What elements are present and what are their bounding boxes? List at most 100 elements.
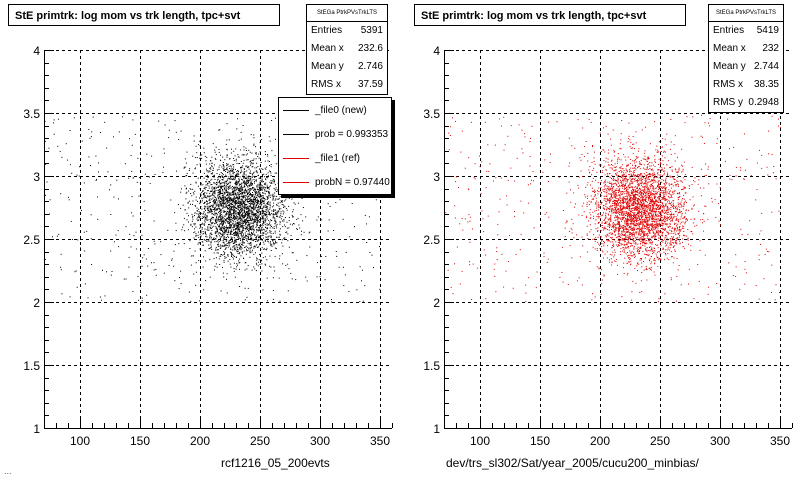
data-point	[316, 276, 318, 278]
data-point	[278, 277, 280, 279]
data-point	[68, 199, 70, 201]
data-point	[649, 238, 651, 240]
data-point	[233, 214, 234, 216]
data-point	[256, 162, 258, 164]
data-point	[654, 218, 656, 220]
data-point	[733, 146, 735, 148]
data-point	[595, 203, 597, 205]
data-point	[655, 223, 657, 225]
data-point	[662, 146, 663, 148]
data-point	[53, 119, 55, 121]
data-point	[232, 198, 234, 200]
data-point	[219, 191, 221, 192]
data-point	[249, 228, 251, 230]
data-point	[95, 155, 97, 157]
data-point	[266, 203, 268, 205]
data-point	[245, 183, 247, 185]
data-point	[613, 211, 615, 213]
data-point	[259, 211, 261, 213]
data-point	[201, 157, 203, 159]
data-point	[194, 204, 196, 206]
data-point	[238, 224, 240, 226]
data-point	[196, 157, 198, 159]
data-point	[240, 212, 242, 213]
data-point	[631, 219, 633, 221]
data-point	[262, 216, 264, 218]
data-point	[659, 257, 661, 259]
data-point	[644, 205, 646, 207]
data-point	[613, 185, 615, 187]
data-point	[222, 203, 224, 205]
data-point	[229, 194, 231, 196]
data-point	[223, 233, 225, 235]
data-point	[219, 248, 221, 249]
data-point	[68, 196, 69, 198]
data-point	[196, 218, 198, 220]
data-point	[237, 219, 239, 221]
data-point	[240, 206, 242, 208]
data-point	[264, 219, 266, 221]
data-point	[237, 194, 239, 196]
data-point	[262, 222, 264, 224]
data-point	[97, 218, 99, 220]
data-point	[216, 208, 218, 210]
data-point	[220, 218, 222, 220]
data-point	[267, 203, 269, 204]
data-point	[685, 218, 687, 219]
data-point	[261, 229, 263, 231]
data-point	[676, 177, 678, 178]
data-point	[163, 272, 165, 274]
data-point	[257, 225, 259, 226]
data-point	[249, 200, 251, 202]
data-point	[239, 230, 240, 232]
data-point	[210, 190, 212, 192]
data-point	[586, 195, 588, 197]
data-point	[265, 187, 267, 189]
data-point	[232, 240, 233, 242]
data-point	[640, 211, 642, 212]
data-point	[636, 181, 638, 183]
data-point	[260, 205, 262, 207]
data-point	[607, 224, 609, 225]
data-point	[243, 229, 245, 231]
data-point	[646, 185, 648, 187]
data-point	[253, 196, 255, 198]
data-point	[226, 181, 228, 183]
data-point	[235, 174, 237, 176]
data-point	[217, 219, 219, 221]
data-point	[622, 185, 624, 187]
data-point	[199, 201, 201, 203]
data-point	[649, 217, 651, 219]
data-point	[279, 208, 280, 210]
data-point	[261, 202, 262, 204]
data-point	[219, 202, 221, 204]
data-point	[204, 206, 206, 208]
data-point	[248, 213, 250, 215]
data-point	[264, 212, 266, 214]
data-point	[241, 214, 243, 216]
data-point	[206, 179, 208, 181]
data-point	[235, 203, 237, 205]
data-point	[645, 221, 647, 223]
data-point	[238, 216, 240, 218]
data-point	[153, 262, 155, 264]
data-point	[225, 213, 227, 215]
data-point	[243, 189, 245, 191]
data-point	[604, 241, 605, 243]
data-point	[494, 275, 496, 277]
data-point	[233, 228, 235, 230]
data-point	[132, 291, 134, 292]
data-point	[210, 210, 212, 212]
data-point	[283, 206, 284, 208]
data-point	[241, 239, 243, 241]
data-point	[195, 262, 197, 264]
data-point	[205, 160, 207, 162]
data-point	[238, 223, 240, 225]
data-point	[664, 242, 666, 244]
data-point	[230, 170, 231, 171]
data-point	[237, 244, 239, 246]
data-point	[250, 219, 251, 221]
data-point	[235, 201, 237, 203]
data-point	[180, 270, 182, 272]
data-point	[642, 200, 644, 202]
